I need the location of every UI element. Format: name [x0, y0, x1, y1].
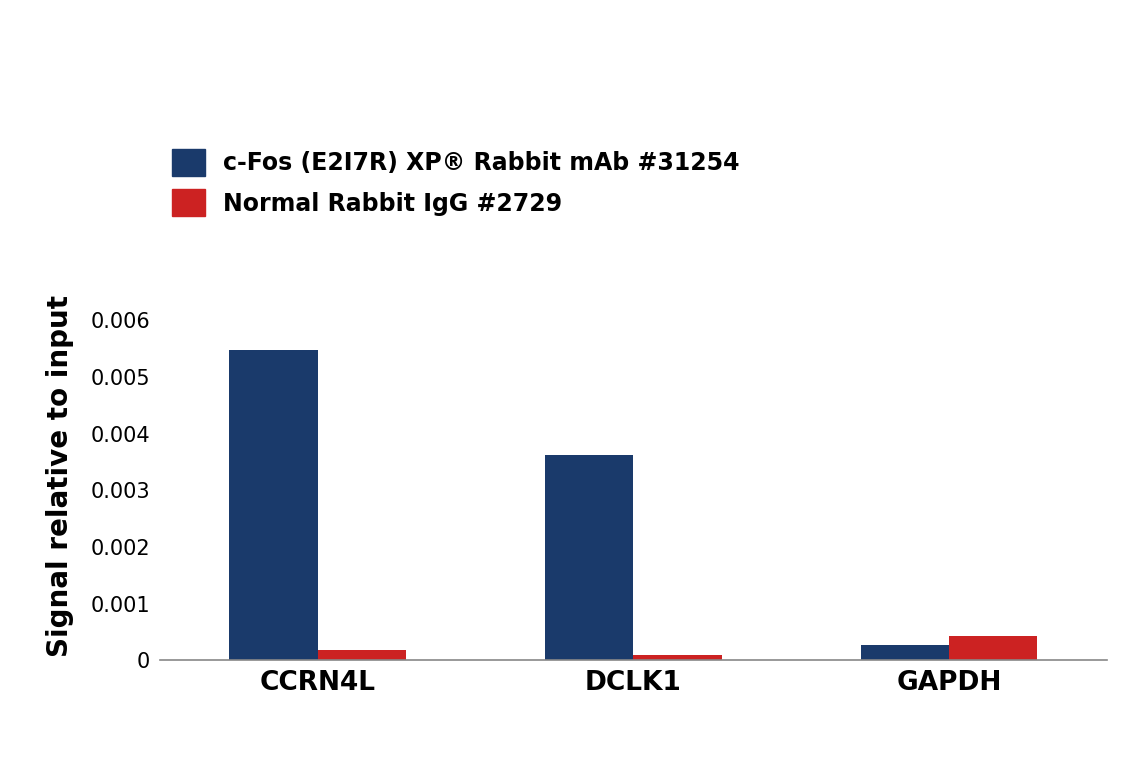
Bar — [860, 645, 949, 660]
Bar — [545, 455, 633, 660]
Y-axis label: Signal relative to input: Signal relative to input — [46, 295, 74, 657]
Bar — [633, 654, 721, 660]
Bar — [317, 650, 406, 660]
Legend: c-Fos (E2I7R) XP® Rabbit mAb #31254, Normal Rabbit IgG #2729: c-Fos (E2I7R) XP® Rabbit mAb #31254, Nor… — [171, 149, 741, 217]
Bar — [949, 636, 1037, 660]
Bar — [229, 349, 317, 660]
